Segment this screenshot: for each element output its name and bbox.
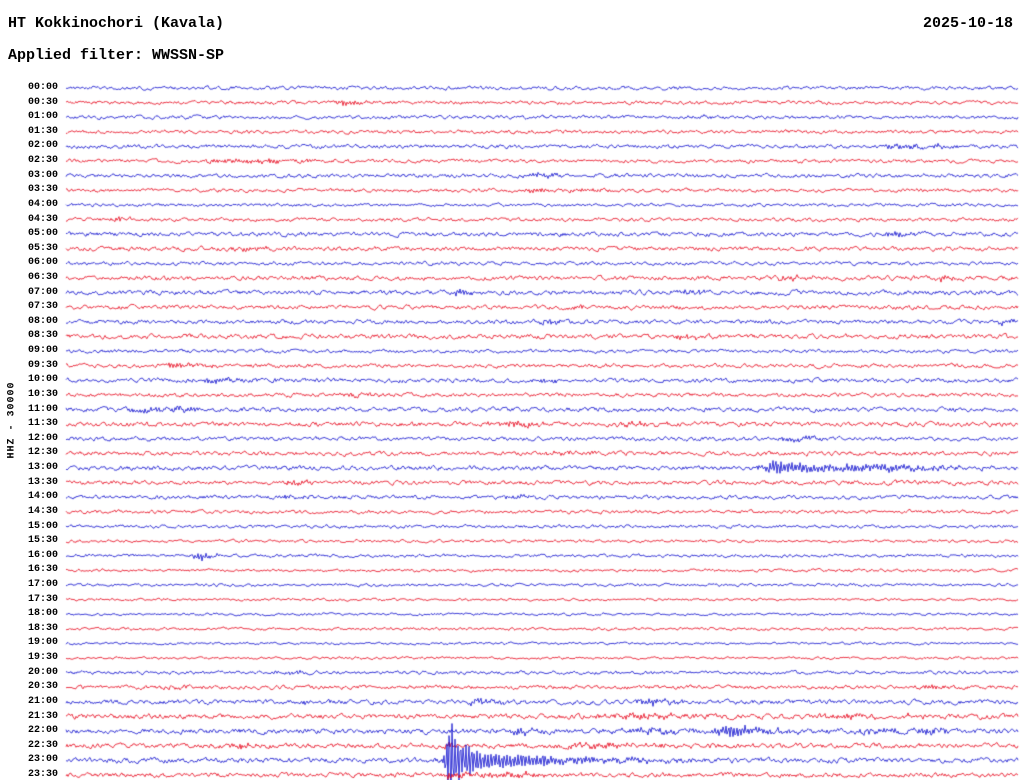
row-time-label: 08:00	[27, 315, 58, 327]
row-time-label: 19:30	[27, 652, 58, 664]
row-time-label: 23:30	[27, 769, 58, 780]
row-time-label: 19:00	[27, 637, 58, 649]
row-time-label: 05:30	[27, 242, 58, 254]
row-time-label: 09:00	[27, 345, 58, 357]
row-time-label: 21:30	[27, 710, 58, 722]
row-time-label: 01:00	[27, 111, 58, 123]
row-time-label: 06:00	[27, 257, 58, 269]
row-time-label: 12:30	[27, 447, 58, 459]
row-time-label: 15:00	[27, 520, 58, 532]
row-time-label: 08:30	[27, 330, 58, 342]
row-time-label: 02:30	[27, 155, 58, 167]
row-time-label: 02:00	[27, 140, 58, 152]
row-time-label: 01:30	[27, 125, 58, 137]
row-time-label: 20:30	[27, 681, 58, 693]
row-time-label: 07:30	[27, 301, 58, 313]
row-time-label: 18:30	[27, 622, 58, 634]
row-time-label: 10:00	[27, 374, 58, 386]
row-time-label: 14:30	[27, 505, 58, 517]
row-time-label: 11:30	[27, 418, 58, 430]
row-time-label: 03:30	[27, 184, 58, 196]
row-time-label: 03:00	[27, 169, 58, 181]
row-time-label: 12:00	[27, 432, 58, 444]
row-time-label: 10:30	[27, 388, 58, 400]
row-time-label: 14:00	[27, 491, 58, 503]
time-labels-column: 00:00 00:30 01:00 01:30 02:00 02:30 03:00 03:30…	[0, 0, 62, 780]
row-time-label: 00:30	[27, 96, 58, 108]
row-time-label: 21:00	[27, 695, 58, 707]
row-time-label: 22:00	[27, 725, 58, 737]
row-time-label: 13:00	[27, 462, 58, 474]
row-time-label: 17:30	[27, 593, 58, 605]
row-time-label: 04:30	[27, 213, 58, 225]
row-time-label: 06:30	[27, 272, 58, 284]
row-time-label: 18:00	[27, 608, 58, 620]
row-time-label: 23:00	[27, 754, 58, 766]
row-time-label: 22:30	[27, 739, 58, 751]
row-time-label: 16:30	[27, 564, 58, 576]
row-time-label: 17:00	[27, 578, 58, 590]
row-time-label: 07:00	[27, 286, 58, 298]
row-time-label: 11:00	[27, 403, 58, 415]
row-time-label: 13:30	[27, 476, 58, 488]
row-time-label: 16:00	[27, 549, 58, 561]
row-time-label: 04:00	[27, 198, 58, 210]
row-time-label: 15:30	[27, 535, 58, 547]
row-time-label: 00:00	[27, 82, 58, 93]
row-time-label: 20:00	[27, 666, 58, 678]
row-time-label: 09:30	[27, 359, 58, 371]
row-time-label: 05:00	[27, 228, 58, 240]
